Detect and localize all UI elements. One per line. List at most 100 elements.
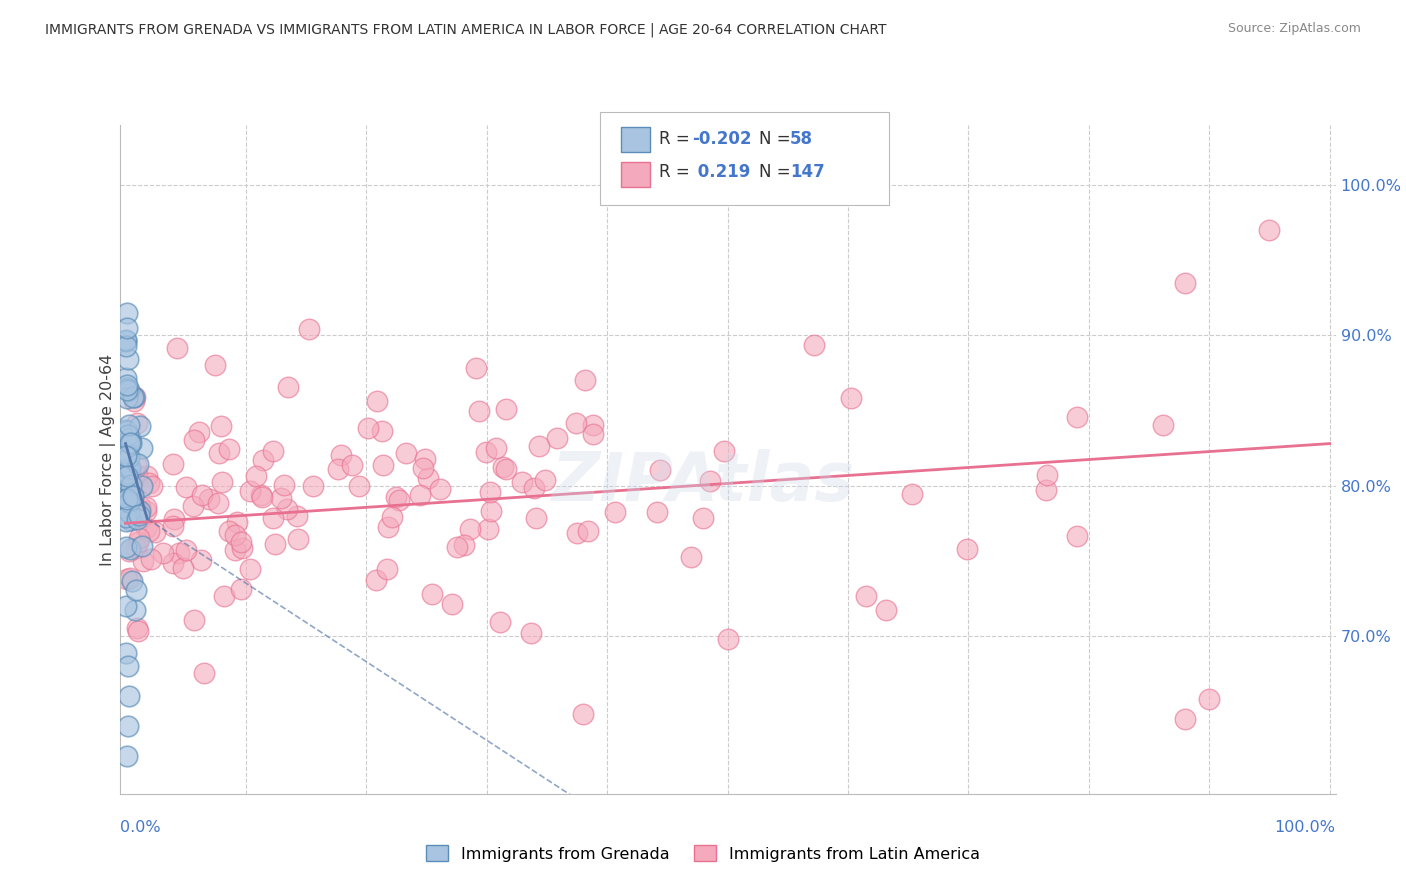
Point <box>135 468 157 483</box>
Point <box>262 511 284 525</box>
Point <box>120 542 142 557</box>
Point <box>115 504 138 518</box>
Point <box>297 321 319 335</box>
Point <box>117 659 139 673</box>
Point <box>190 553 212 567</box>
Point <box>115 321 138 335</box>
Text: IMMIGRANTS FROM GRENADA VS IMMIGRANTS FROM LATIN AMERICA IN LABOR FORCE | AGE 20: IMMIGRANTS FROM GRENADA VS IMMIGRANTS FR… <box>45 22 887 37</box>
Point <box>174 480 197 494</box>
Point <box>366 394 388 409</box>
Point <box>692 511 714 525</box>
Point <box>114 334 136 348</box>
Point <box>901 487 924 501</box>
Point <box>371 424 394 438</box>
Point <box>572 707 595 722</box>
Point <box>453 538 475 552</box>
Point <box>121 490 143 504</box>
Point <box>115 449 138 463</box>
Point <box>127 457 149 471</box>
Point <box>181 499 204 513</box>
Point <box>125 582 148 597</box>
Point <box>129 504 152 518</box>
Point <box>875 603 897 617</box>
Point <box>127 535 149 549</box>
Point <box>488 615 510 630</box>
Point <box>495 402 517 417</box>
Point <box>127 624 149 638</box>
Point <box>193 666 215 681</box>
Point <box>128 531 150 545</box>
Point <box>122 391 145 405</box>
Point <box>118 417 141 432</box>
Text: N =: N = <box>759 163 796 181</box>
Point <box>118 495 141 509</box>
Point <box>209 418 232 433</box>
Point <box>117 462 139 476</box>
Point <box>373 458 395 472</box>
Point <box>120 571 142 585</box>
Point <box>388 493 411 508</box>
Point <box>135 500 157 514</box>
Point <box>120 477 142 491</box>
Point <box>114 510 136 524</box>
Point <box>135 521 157 535</box>
Point <box>211 475 233 489</box>
Point <box>128 499 150 513</box>
Text: -0.202: -0.202 <box>692 130 751 148</box>
Point <box>124 500 146 515</box>
Point <box>262 443 284 458</box>
Point <box>413 451 436 466</box>
Point <box>231 541 253 555</box>
Point <box>131 539 153 553</box>
Point <box>340 458 363 472</box>
Point <box>377 520 399 534</box>
Point <box>699 474 721 488</box>
Point <box>117 428 139 442</box>
Point <box>285 509 308 524</box>
Point <box>118 689 141 703</box>
Point <box>301 479 323 493</box>
Text: 147: 147 <box>790 163 825 181</box>
Point <box>138 524 160 538</box>
Point <box>120 484 142 499</box>
Point <box>465 361 488 376</box>
Text: R =: R = <box>659 130 696 148</box>
Point <box>468 404 491 418</box>
Point <box>115 540 138 554</box>
Point <box>484 441 506 455</box>
Point <box>117 427 139 442</box>
Point <box>565 525 588 540</box>
Point <box>225 515 247 529</box>
Point <box>366 573 388 587</box>
Point <box>138 475 160 490</box>
Point <box>115 514 138 528</box>
Point <box>252 453 274 467</box>
Point <box>1066 409 1088 424</box>
Point <box>115 378 138 392</box>
Point <box>270 491 292 505</box>
Point <box>546 431 568 445</box>
Point <box>115 599 138 614</box>
Point <box>647 504 669 518</box>
Point <box>717 632 740 646</box>
Point <box>529 439 551 453</box>
Point <box>128 504 150 518</box>
Point <box>510 475 533 489</box>
Point <box>446 540 468 554</box>
Point <box>115 424 138 438</box>
Point <box>118 544 141 558</box>
Legend: Immigrants from Grenada, Immigrants from Latin America: Immigrants from Grenada, Immigrants from… <box>419 839 987 868</box>
Point <box>1174 276 1197 290</box>
Point <box>115 646 138 660</box>
Text: ZIPAtlas: ZIPAtlas <box>551 449 855 515</box>
Point <box>114 500 136 514</box>
Point <box>347 479 370 493</box>
Point <box>565 417 588 431</box>
Point <box>650 463 672 477</box>
Point <box>1066 529 1088 543</box>
Point <box>115 383 138 397</box>
Point <box>576 524 599 538</box>
Point <box>839 391 862 405</box>
Point <box>492 459 515 474</box>
Point <box>121 574 143 588</box>
